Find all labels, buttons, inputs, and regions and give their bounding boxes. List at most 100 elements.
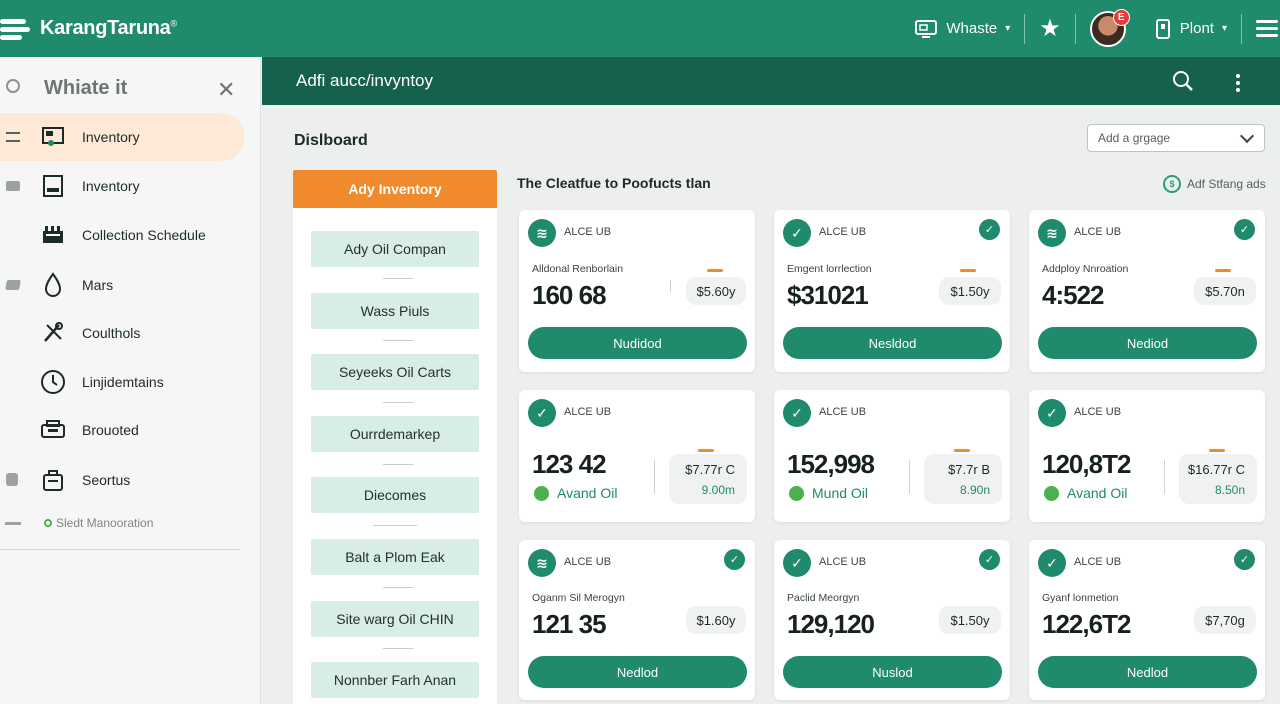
garage-select[interactable]: Add a grgage	[1087, 124, 1265, 152]
tag-icon	[5, 280, 21, 290]
sidebar-item-coulthols[interactable]: Coulthols	[0, 309, 244, 357]
card-label: ALCE UB	[564, 226, 612, 238]
chevron-down-icon: ▾	[1005, 23, 1011, 34]
price-value: $7.7r B	[948, 461, 990, 477]
sidebar-item-inventory-2[interactable]: Inventory	[0, 162, 244, 210]
sidebar-header: Whiate it ✕	[0, 57, 260, 117]
add-strategy-link[interactable]: $ Adf Stfang ads	[1163, 175, 1266, 193]
selected-check-icon[interactable]: ✓	[724, 549, 745, 570]
price-secondary: 8.90n	[959, 482, 990, 497]
product-card[interactable]: ≋ ALCE UB Alldonal Renborlain 160 68 $5.…	[519, 210, 755, 372]
product-card[interactable]: ✓ ALCE UB ✓ Paclid Meorgyn 129,120 $1.50…	[774, 540, 1010, 700]
oil-label: Mund Oil	[812, 485, 869, 501]
product-card[interactable]: ✓ ALCE UB ✓ Gyanf lonmetion 122,6T2 $7,7…	[1029, 540, 1265, 700]
tablet-icon	[40, 173, 66, 199]
list-item[interactable]: Site warg Oil CHIN	[311, 601, 479, 637]
check-icon: ✓	[1038, 549, 1066, 577]
card-value: 160 68	[532, 280, 607, 310]
list-item[interactable]: Ady Oil Compan	[311, 231, 479, 267]
status-dot-icon	[44, 519, 52, 527]
product-card[interactable]: ✓ ALCE UB ✓ Emgent lorrlection $31021 $1…	[774, 210, 1010, 372]
product-card[interactable]: ✓ ALCE UB 120,8T2 Avand Oil $16.77r C 8.5…	[1029, 390, 1265, 522]
profile-button[interactable]: E	[1076, 0, 1140, 57]
card-label: ALCE UB	[819, 406, 867, 418]
divider	[383, 464, 413, 465]
oil-type: Avand Oil	[534, 485, 617, 501]
dash-icon	[5, 522, 21, 525]
sidebar-item-label: Mars	[82, 277, 114, 293]
sidebar-item-collection-schedule[interactable]: Collection Schedule	[0, 211, 244, 259]
chevron-down-icon: ▾	[1221, 23, 1227, 34]
sidebar-item-label: Coulthols	[82, 325, 141, 341]
search-icon[interactable]	[1172, 70, 1194, 92]
card-action-button[interactable]: Nudidod	[528, 327, 747, 359]
card-value: 152,998	[787, 449, 875, 479]
card-action-button[interactable]: Nuslod	[783, 656, 1002, 688]
sidebar-item-label: Collection Schedule	[82, 227, 206, 243]
trademark: ®	[170, 18, 178, 29]
accent-dash	[954, 449, 970, 452]
card-action-button[interactable]: Nesldod	[783, 327, 1002, 359]
section-title: The Cleatfue to Poofucts tlan	[517, 175, 711, 191]
hamburger-icon	[1256, 16, 1278, 41]
close-icon[interactable]: ✕	[217, 77, 236, 102]
product-card[interactable]: ✓ ALCE UB 152,998 Mund Oil $7.7r B 8.90n	[774, 390, 1010, 522]
divider	[909, 460, 910, 494]
price-secondary: 8.50n	[1214, 482, 1245, 497]
drop-icon	[40, 272, 66, 298]
top-bar: KarangTaruna® Whaste ▾ ★ E Plont ▾	[0, 0, 1280, 57]
check-icon: ✓	[528, 399, 556, 427]
accent-dash	[960, 269, 976, 272]
list-item[interactable]: Wass Piuls	[311, 293, 479, 329]
accent-dash	[707, 269, 723, 272]
inventory-icon	[40, 124, 66, 150]
card-action-button[interactable]: Nedlod	[528, 656, 747, 688]
divider	[383, 587, 413, 588]
check-icon: ✓	[783, 219, 811, 247]
sidebar-item-label: Linjidemtains	[82, 374, 164, 390]
product-card[interactable]: ≋ ALCE UB ✓ Oganm Sil Merogyn 121 35 $1.…	[519, 540, 755, 700]
sidebar-item-inventory[interactable]: Inventory	[0, 113, 244, 161]
divider	[670, 280, 671, 292]
product-card[interactable]: ≋ ALCE UB ✓ Addploy Nnroation 4:522 $5.7…	[1029, 210, 1265, 372]
accent-dash	[698, 449, 714, 452]
card-label: ALCE UB	[1074, 556, 1122, 568]
list-item[interactable]: Balt a Plom Eak	[311, 539, 479, 575]
list-item[interactable]: Ourrdemarkep	[311, 416, 479, 452]
list-item[interactable]: Nonnber Farh Anan	[311, 662, 479, 698]
workspace-switcher[interactable]: Whaste ▾	[900, 0, 1024, 57]
oil-label: Avand Oil	[557, 485, 618, 501]
price-badge: $16.77r C 8.50n	[1179, 454, 1257, 504]
app-name: KarangTaruna	[40, 17, 171, 39]
sidebar-footer-link[interactable]: Sledt Manooration	[44, 516, 153, 530]
list-item[interactable]: Diecomes	[311, 477, 479, 513]
add-inventory-button[interactable]: Ady Inventory	[293, 170, 497, 208]
card-action-button[interactable]: Nediod	[1038, 327, 1257, 359]
price-value: $16.77r C	[1187, 461, 1245, 477]
phone-icon	[1155, 18, 1170, 39]
sidebar-item-mars[interactable]: Mars	[0, 261, 244, 309]
favorites-button[interactable]: ★	[1025, 0, 1075, 57]
selected-check-icon[interactable]: ✓	[1234, 549, 1255, 570]
check-icon: ✓	[783, 399, 811, 427]
product-card[interactable]: ✓ ALCE UB 123 42 Avand Oil $7.77r C 9.00m	[519, 390, 755, 522]
selected-check-icon[interactable]: ✓	[979, 219, 1000, 240]
selected-check-icon[interactable]: ✓	[1234, 219, 1255, 240]
card-subtitle: Addploy Nnroation	[1042, 263, 1129, 275]
list-item[interactable]: Seyeeks Oil Carts	[311, 354, 479, 390]
card-action-button[interactable]: Nedlod	[1038, 656, 1257, 688]
card-subtitle: Oganm Sil Merogyn	[532, 592, 625, 604]
user-menu[interactable]: Plont ▾	[1140, 0, 1241, 57]
card-subtitle: Gyanf lonmetion	[1042, 592, 1119, 604]
sidebar: Whiate it ✕ Inventory Inventory Collecti…	[0, 57, 261, 704]
square-icon	[6, 181, 20, 191]
divider	[383, 648, 413, 649]
more-options-icon[interactable]	[1236, 71, 1240, 95]
app-logo[interactable]: KarangTaruna®	[0, 16, 177, 42]
menu-button[interactable]	[1242, 0, 1280, 57]
sidebar-item-linjidemtains[interactable]: Linjidemtains	[0, 358, 244, 406]
sidebar-item-brouoted[interactable]: Brouoted	[0, 406, 244, 454]
user-name: Plont	[1179, 20, 1214, 37]
selected-check-icon[interactable]: ✓	[979, 549, 1000, 570]
sidebar-item-seortus[interactable]: Seortus	[0, 456, 244, 504]
